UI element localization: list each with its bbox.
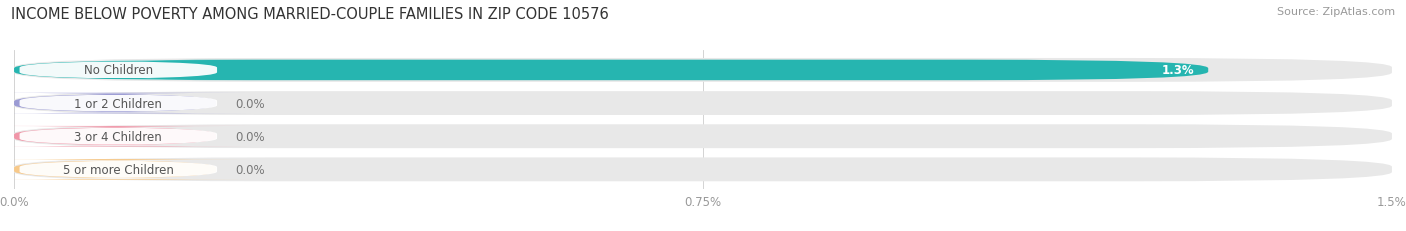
FancyBboxPatch shape: [20, 160, 217, 179]
Text: 0.0%: 0.0%: [235, 130, 266, 143]
FancyBboxPatch shape: [20, 94, 217, 113]
Text: 0.0%: 0.0%: [235, 163, 266, 176]
Text: 0.0%: 0.0%: [235, 97, 266, 110]
FancyBboxPatch shape: [0, 159, 250, 180]
Text: 5 or more Children: 5 or more Children: [63, 163, 174, 176]
FancyBboxPatch shape: [14, 60, 1208, 81]
FancyBboxPatch shape: [0, 126, 250, 147]
FancyBboxPatch shape: [14, 59, 1392, 82]
Text: No Children: No Children: [84, 64, 153, 77]
Text: Source: ZipAtlas.com: Source: ZipAtlas.com: [1277, 7, 1395, 17]
FancyBboxPatch shape: [20, 61, 217, 80]
FancyBboxPatch shape: [0, 93, 250, 114]
Text: 1.3%: 1.3%: [1161, 64, 1195, 77]
Text: 3 or 4 Children: 3 or 4 Children: [75, 130, 162, 143]
Text: INCOME BELOW POVERTY AMONG MARRIED-COUPLE FAMILIES IN ZIP CODE 10576: INCOME BELOW POVERTY AMONG MARRIED-COUPL…: [11, 7, 609, 22]
FancyBboxPatch shape: [20, 127, 217, 146]
FancyBboxPatch shape: [14, 92, 1392, 116]
Text: 1 or 2 Children: 1 or 2 Children: [75, 97, 162, 110]
FancyBboxPatch shape: [14, 125, 1392, 149]
FancyBboxPatch shape: [14, 158, 1392, 182]
